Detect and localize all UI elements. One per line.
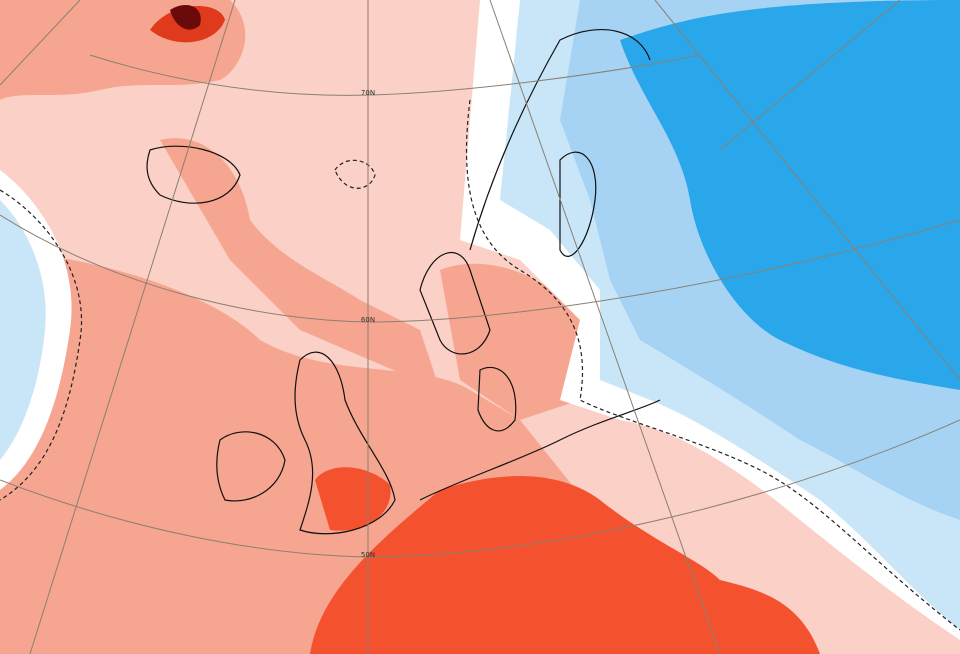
- coastline-iceland: [146, 145, 241, 204]
- coastline-scandinavia: [469, 29, 651, 251]
- latitude-line: [0, 419, 960, 558]
- coastline-bothnia: [559, 151, 597, 257]
- latitude-label: 60N: [361, 316, 375, 324]
- meridian-line: [719, 0, 901, 151]
- hot-anomaly-zone: [310, 476, 820, 654]
- warm-anomaly-zone: [160, 138, 440, 390]
- zero-contour: [0, 189, 82, 501]
- hot-anomaly-zone: [315, 467, 391, 531]
- latitude-line: [0, 214, 960, 323]
- warm-anomaly-zone: [440, 263, 590, 420]
- coastline-ireland: [216, 431, 286, 502]
- coastline-denmark: [477, 366, 517, 432]
- cool-anomaly-zone: [0, 200, 46, 460]
- meridian-line: [29, 0, 236, 654]
- latitude-label: 50N: [361, 551, 375, 559]
- zero-contour: [334, 159, 376, 189]
- meridian-line: [0, 0, 81, 86]
- meridian-line: [654, 0, 960, 381]
- zero-contour: [465, 99, 960, 631]
- meridian-line: [489, 0, 721, 654]
- latitude-label: 70N: [361, 89, 375, 97]
- cold-anomaly-zone: [620, 0, 960, 390]
- coastline-britain: [294, 351, 396, 535]
- extreme-anomaly-zone: [170, 5, 201, 30]
- coastline-norway: [419, 252, 491, 355]
